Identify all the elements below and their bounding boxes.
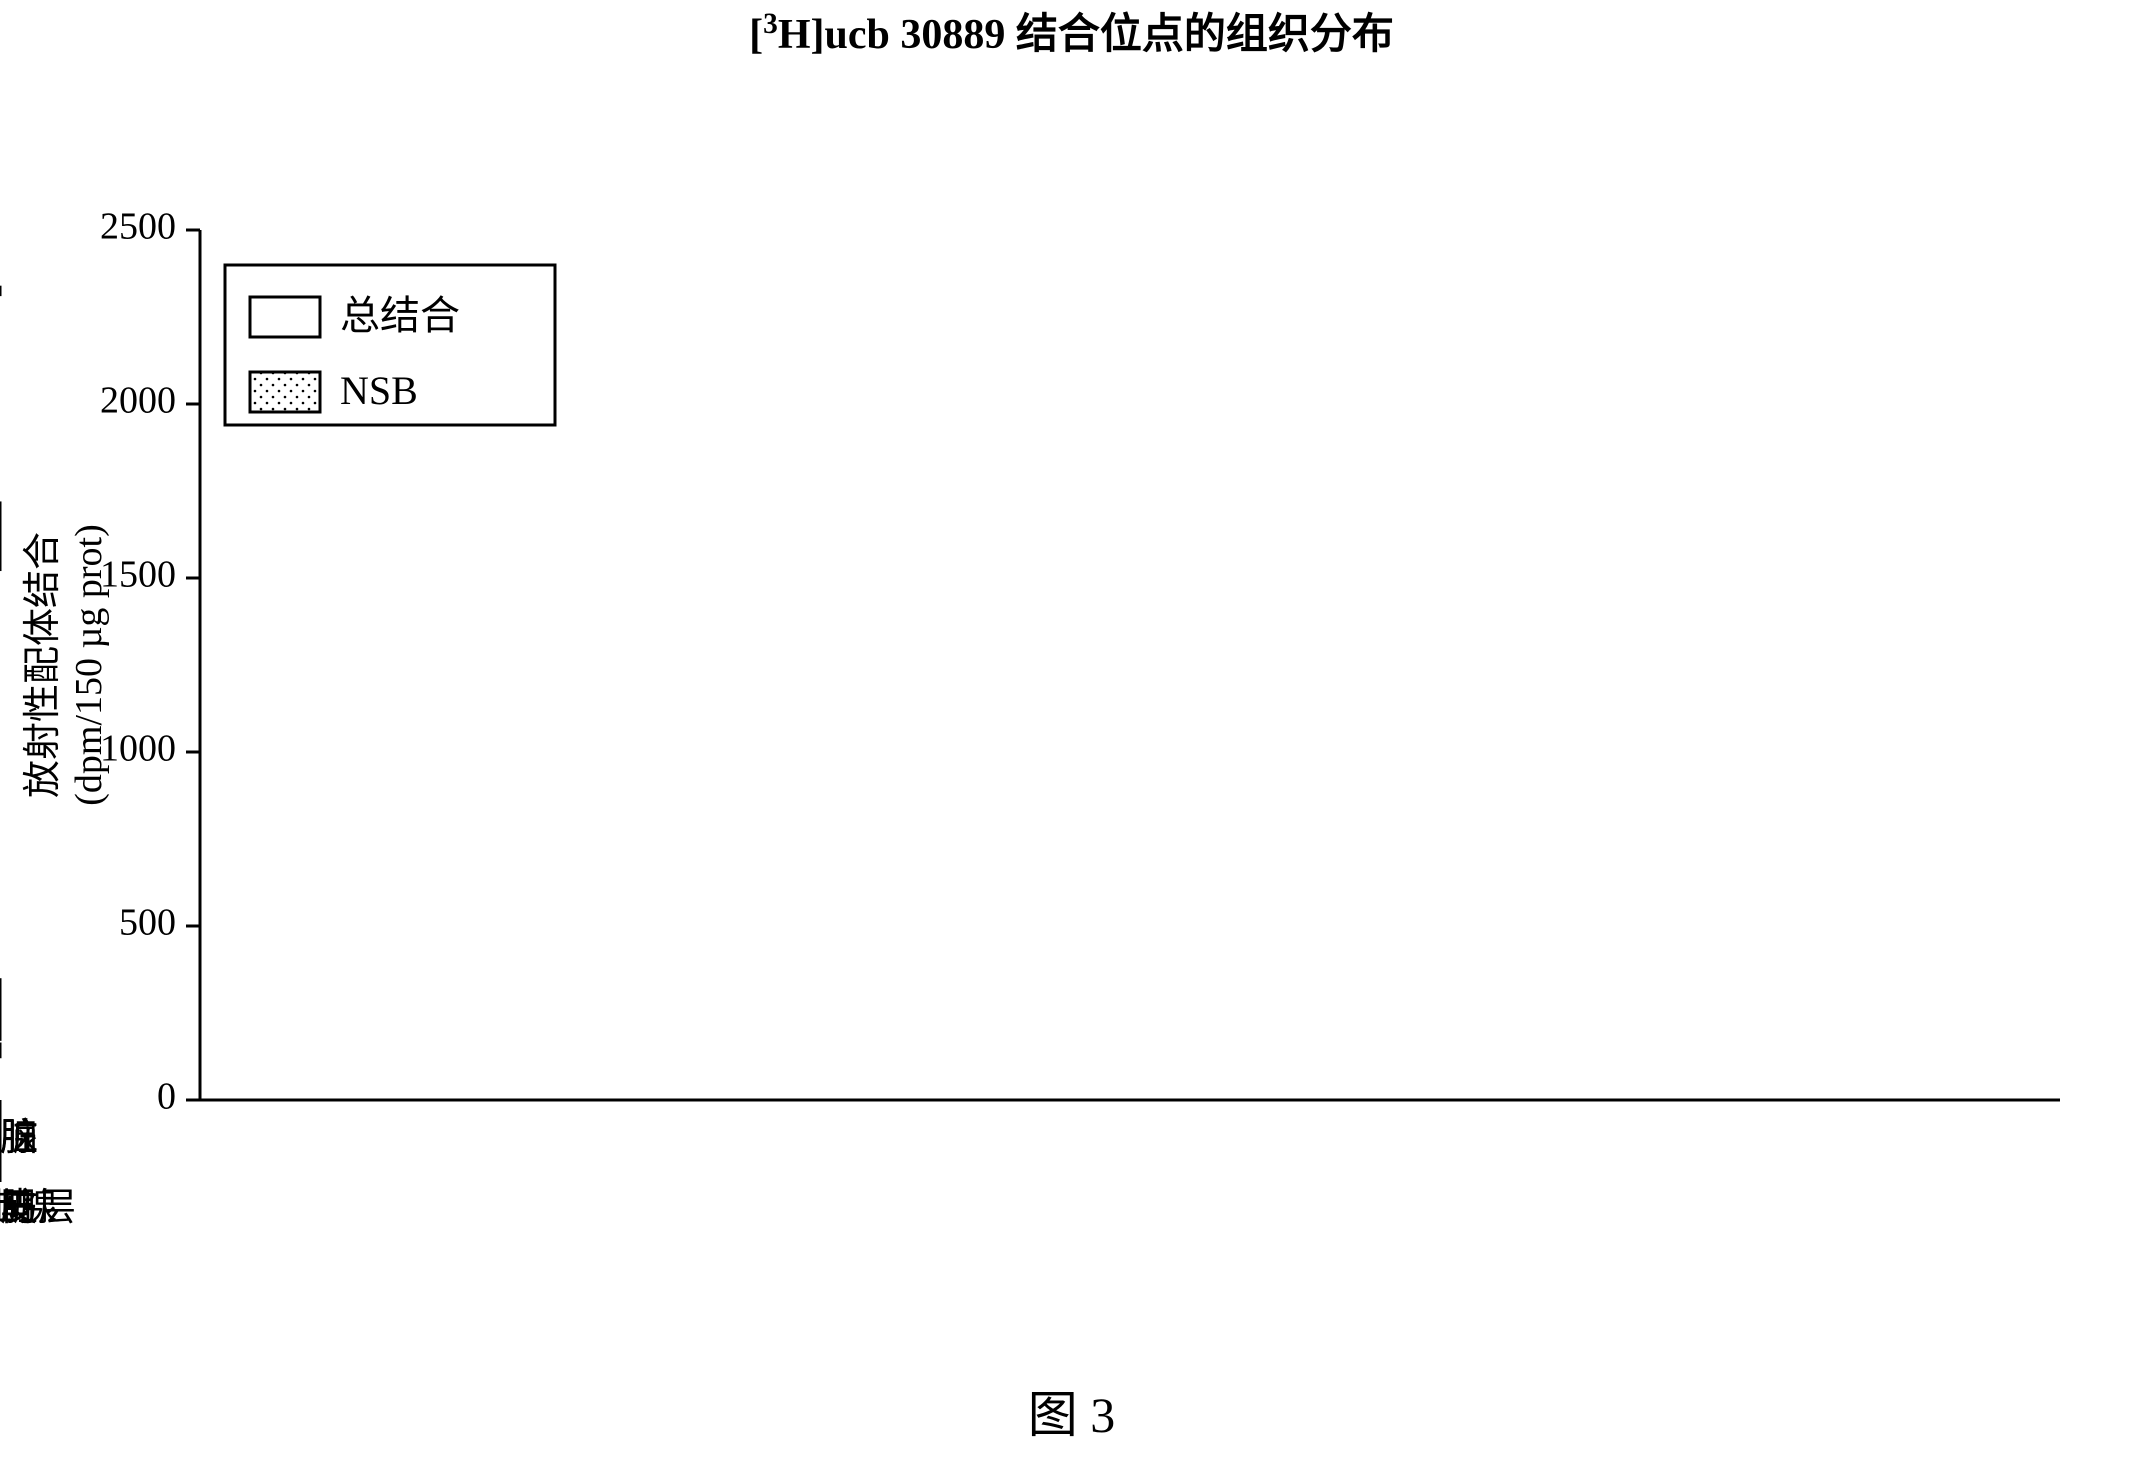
y-axis-label-line2: (dpm/150 µg prot): [68, 524, 110, 806]
legend-label: NSB: [340, 368, 418, 413]
x-category-label: 大脑皮层: [0, 1187, 76, 1229]
y-tick-label: 1500: [100, 554, 176, 596]
legend-swatch: [250, 372, 320, 412]
chart-title: [3H]ucb 30889 结合位点的组织分布: [0, 0, 2143, 61]
y-tick-label: 0: [157, 1076, 176, 1118]
y-tick-label: 500: [119, 902, 176, 944]
y-tick-label: 2000: [100, 380, 176, 422]
legend-label: 总结合: [340, 293, 460, 338]
legend-swatch: [250, 297, 320, 337]
x-category-label: 小脑: [0, 1117, 38, 1159]
bar-chart: 0 500 1000 1500 2000 2500 放射性配体结合(dpm/150 µg p…: [0, 100, 2143, 1320]
y-tick-label: 2500: [100, 206, 176, 248]
chart-title-post: H]ucb 30889 结合位点的组织分布: [778, 12, 1394, 58]
y-axis-label-line1: 放射性配体结合: [22, 532, 64, 798]
figure-caption: 图 3: [0, 1375, 2143, 1447]
y-tick-label: 1000: [100, 728, 176, 770]
chart-title-pre: [: [749, 12, 763, 58]
chart-title-superscript: 3: [763, 8, 778, 40]
